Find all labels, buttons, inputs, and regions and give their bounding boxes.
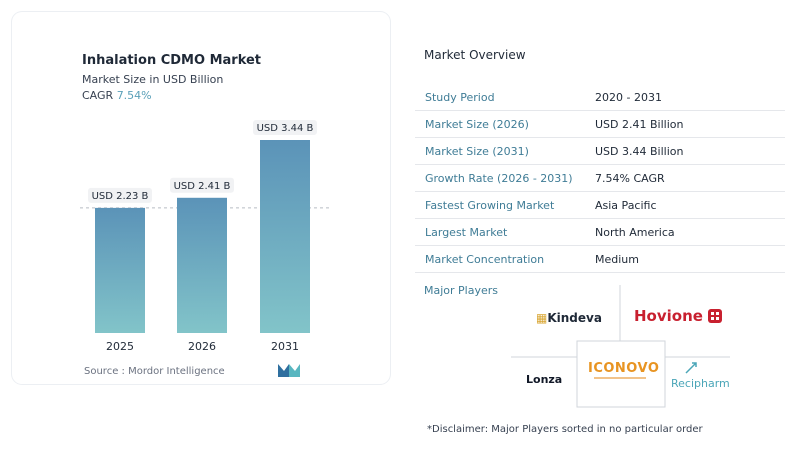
mordor-logo-icon <box>278 364 300 377</box>
x-tick-label: 2026 <box>188 340 216 353</box>
overview-row-value: Medium <box>595 252 639 266</box>
bar-2025 <box>95 207 145 333</box>
iconovo-tagline-mark <box>594 377 646 379</box>
overview-row: Study Period 2020 - 2031 <box>415 84 785 111</box>
overview-row-value: Asia Pacific <box>595 198 657 212</box>
overview-row-key: Market Concentration <box>425 252 545 266</box>
data-label: USD 2.41 B <box>174 181 231 192</box>
disclaimer-text: *Disclaimer: Major Players sorted in no … <box>427 424 703 435</box>
chart-subtitle: Market Size in USD Billion <box>82 73 224 86</box>
logo-hovione: Hovione <box>634 307 723 325</box>
overview-row-key: Market Size (2026) <box>425 117 529 131</box>
overview-row-key: Largest Market <box>425 225 508 239</box>
overview-row: Growth Rate (2026 - 2031) 7.54% CAGR <box>415 165 785 192</box>
overview-row-value: North America <box>595 225 675 239</box>
logo-kindeva: ▦Kindeva <box>536 311 602 325</box>
logo-lonza: Lonza <box>526 373 563 386</box>
hovione-mark-icon <box>708 309 723 323</box>
overview-row-key: Growth Rate (2026 - 2031) <box>425 171 573 185</box>
overview-row-key: Market Size (2031) <box>425 144 529 158</box>
bar-2031 <box>260 140 310 333</box>
recipharm-mark-icon <box>685 362 697 374</box>
cagr: CAGR 7.54% <box>82 89 152 102</box>
overview-row-value: USD 3.44 Billion <box>595 144 684 158</box>
overview-row-value: 7.54% CAGR <box>595 171 665 185</box>
data-label-bg <box>88 187 152 203</box>
overview-row-key: Fastest Growing Market <box>425 198 555 212</box>
cagr-label: CAGR <box>82 89 114 102</box>
overview-row: Largest Market North America <box>415 219 785 246</box>
players-title: Major Players <box>424 284 498 297</box>
x-tick-label: 2025 <box>106 340 134 353</box>
overview-row-value: 2020 - 2031 <box>595 90 662 104</box>
cagr-value: 7.54% <box>116 89 152 102</box>
overview-row: Fastest Growing Market Asia Pacific <box>415 192 785 219</box>
source-text: Source : Mordor Intelligence <box>84 366 225 377</box>
overview-title: Market Overview <box>424 48 526 62</box>
x-tick-label: 2031 <box>271 340 299 353</box>
overview-row-key: Study Period <box>425 90 495 104</box>
players-grid <box>511 285 730 408</box>
bar-chart: USD 2.23 B 2025 USD 2.41 B 2026 USD 3.44 B 20… <box>80 120 330 353</box>
overview-row: Market Concentration Medium <box>415 246 785 273</box>
overview-row: Market Size (2026) USD 2.41 Billion <box>415 111 785 138</box>
data-label: USD 2.23 B <box>92 191 149 202</box>
data-label-bg <box>253 120 317 135</box>
overview-row-value: USD 2.41 Billion <box>595 117 684 131</box>
chart-title: Inhalation CDMO Market <box>82 53 262 68</box>
logo-iconovo: ICONOVO <box>588 361 660 376</box>
kindeva-mark-icon: ▦ <box>536 311 548 325</box>
overview-row: Market Size (2031) USD 3.44 Billion <box>415 138 785 165</box>
bar-2026 <box>177 197 227 333</box>
data-label-bg <box>170 177 234 193</box>
data-label: USD 3.44 B <box>257 123 314 134</box>
logo-recipharm: Recipharm <box>671 377 730 390</box>
